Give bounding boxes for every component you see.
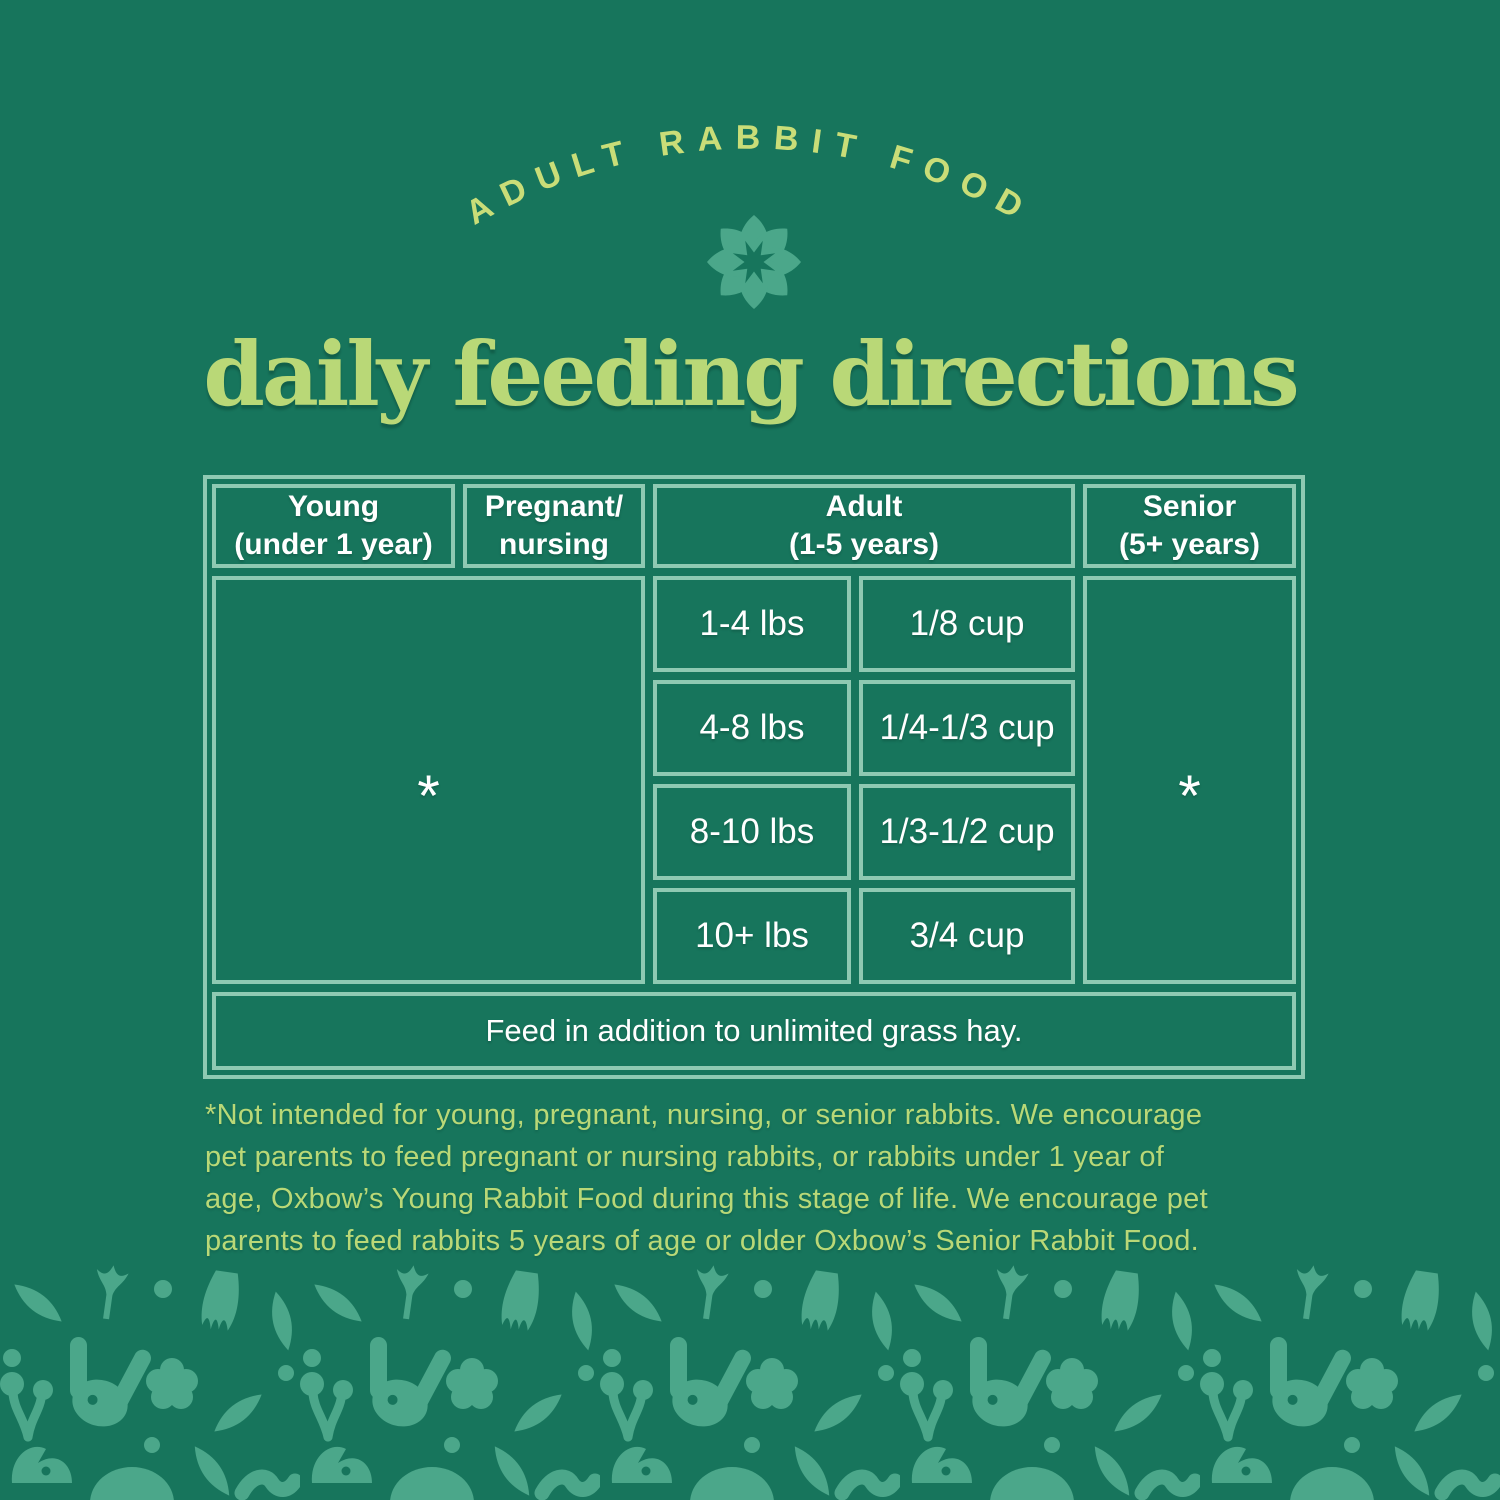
table-footer-note: Feed in addition to unlimited grass hay. [212,992,1296,1070]
senior-asterisk: * [1178,763,1201,829]
column-header-young-label: Young [287,490,380,523]
column-header-young-sublabel: (under 1 year) [234,528,433,561]
column-header-senior-sublabel: (5+ years) [1119,528,1260,561]
column-header-senior: Senior (5+ years) [1083,484,1296,568]
adult-amount-2: 1/4-1/3 cup [879,708,1055,747]
footnote-line: *Not intended for young, pregnant, nursi… [205,1099,1203,1131]
footnote-line: pet parents to feed pregnant or nursing … [205,1141,1165,1173]
young-pregnant-asterisk: * [417,763,440,829]
adult-weight-3: 8-10 lbs [689,812,815,851]
adult-amount-cell: 3/4 cup [859,888,1075,984]
column-header-adult-sublabel: (1-5 years) [788,528,940,561]
table-footer-note-text: Feed in addition to unlimited grass hay. [485,1013,1023,1048]
rosette-flower-icon [707,215,801,309]
footnote-line: parents to feed rabbits 5 years of age o… [205,1225,1200,1257]
adult-weight-cell: 10+ lbs [653,888,851,984]
botanical-pattern-band [0,1263,1500,1500]
arc-product-name: ADULT RABBIT FOOD [460,119,1028,233]
feeding-table: Young (under 1 year) Pregnant/ nursing A… [203,475,1305,1079]
adult-weight-2: 4-8 lbs [699,708,805,747]
column-header-pregnant: Pregnant/ nursing [463,484,645,568]
column-header-pregnant-label: Pregnant/ [484,490,624,523]
adult-amount-4: 3/4 cup [909,916,1025,955]
adult-weight-cell: 8-10 lbs [653,784,851,880]
senior-asterisk-cell: * [1083,576,1296,984]
column-header-senior-label: Senior [1142,490,1237,523]
adult-amount-1: 1/8 cup [909,604,1025,643]
column-header-young: Young (under 1 year) [212,484,455,568]
column-header-adult-label: Adult [825,490,903,523]
pattern-tiles [0,1263,1500,1500]
adult-weight-cell: 1-4 lbs [653,576,851,672]
adult-amount-cell: 1/4-1/3 cup [859,680,1075,776]
rosette-star-cutout [732,240,776,284]
column-header-pregnant-sublabel: nursing [499,528,609,561]
adult-weight-cell: 4-8 lbs [653,680,851,776]
adult-weight-1: 1-4 lbs [699,604,805,643]
adult-amount-cell: 1/3-1/2 cup [859,784,1075,880]
column-header-adult: Adult (1-5 years) [653,484,1075,568]
adult-weight-4: 10+ lbs [695,916,809,955]
adult-amount-cell: 1/8 cup [859,576,1075,672]
footnote-line: age, Oxbow’s Young Rabbit Food during th… [205,1183,1208,1215]
young-pregnant-asterisk-cell: * [212,576,645,984]
footnote: *Not intended for young, pregnant, nursi… [205,1094,1335,1262]
page-title: daily feeding directions [203,322,1299,426]
adult-amount-3: 1/3-1/2 cup [879,812,1055,851]
